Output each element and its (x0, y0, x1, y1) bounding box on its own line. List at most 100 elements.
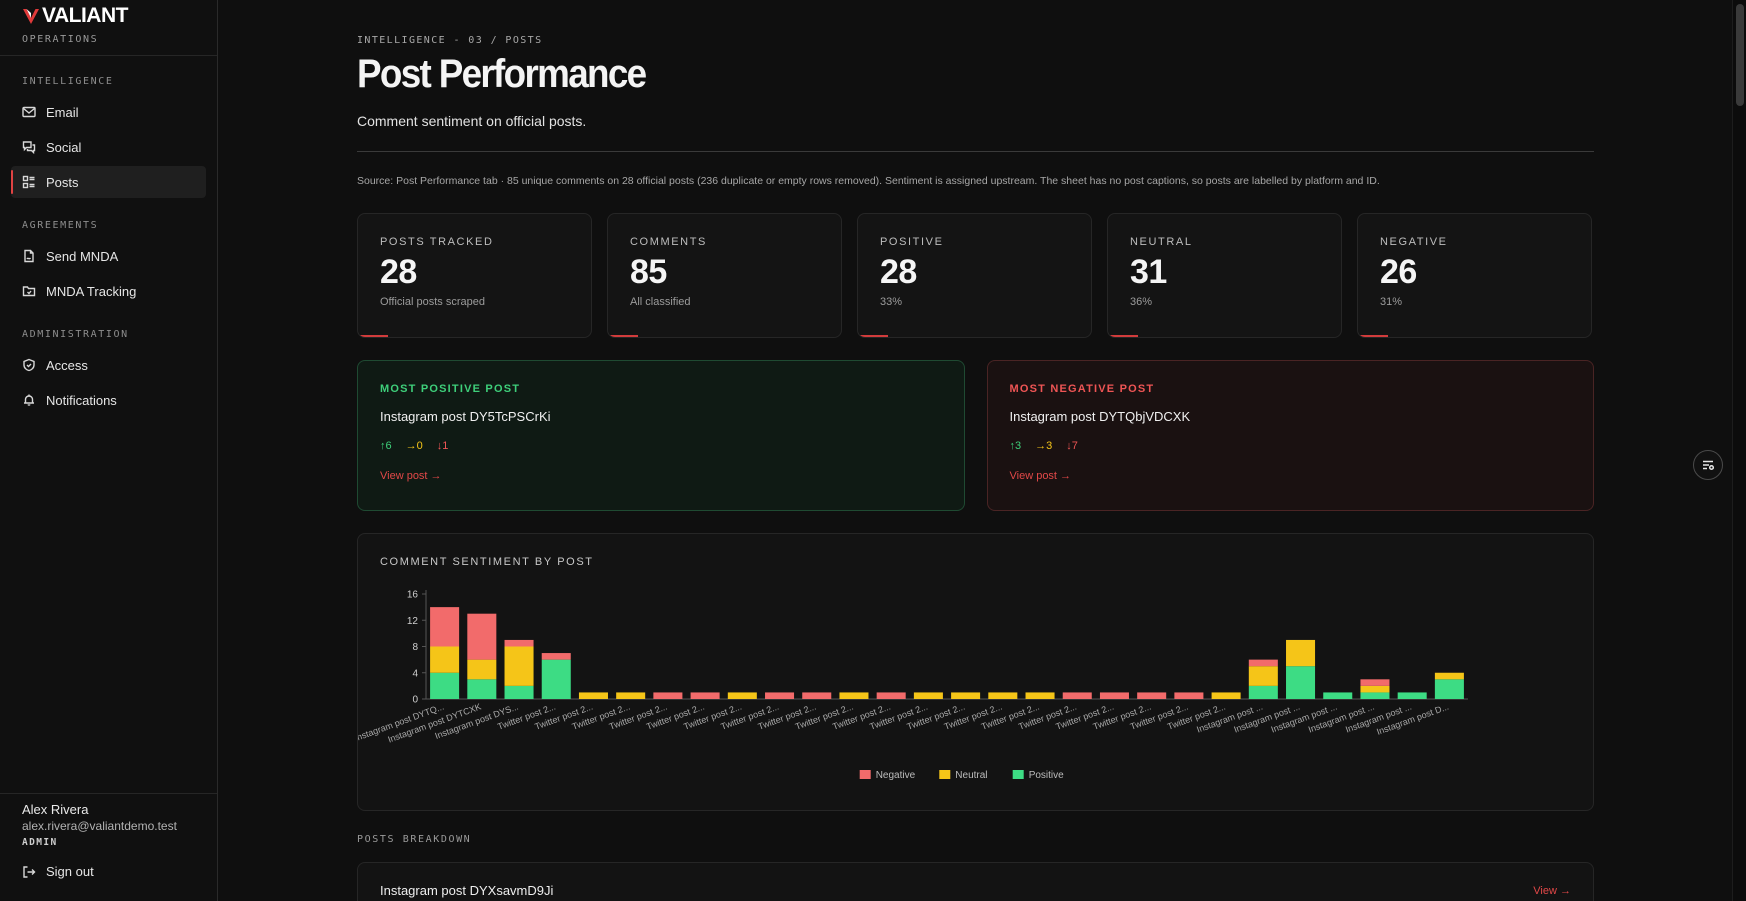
folder-icon (22, 286, 36, 297)
sidebar-item-notifications[interactable]: Notifications (11, 384, 206, 416)
bar-segment-positive (1286, 666, 1316, 699)
bar-segment-neutral (988, 692, 1018, 699)
bar-segment-negative (802, 692, 832, 699)
y-tick-label: 0 (412, 695, 418, 706)
bar-segment-negative (1137, 692, 1167, 699)
positive-count: ↑6 (380, 440, 392, 452)
stat-label: NEGATIVE (1380, 236, 1448, 248)
y-tick-label: 16 (407, 590, 419, 601)
stat-note: All classified (630, 296, 691, 308)
bar-segment-positive (1360, 692, 1390, 699)
list-icon (22, 175, 35, 189)
chart-title: COMMENT SENTIMENT BY POST (380, 556, 594, 568)
filter-list-icon (1703, 460, 1715, 471)
bar-segment-positive (430, 672, 460, 699)
chat-icon (22, 141, 36, 154)
bar-segment-positive (1434, 679, 1464, 699)
stat-card-comments: COMMENTS 85 All classified (607, 213, 842, 338)
nav-section-intelligence: INTELLIGENCE Email Social Posts (0, 75, 217, 201)
neutral-count: →3 (1035, 440, 1053, 452)
legend-swatch-neutral (939, 770, 951, 779)
bar-segment-negative (690, 692, 720, 699)
stat-value: 26 (1380, 253, 1417, 291)
user-role-badge: ADMIN (22, 837, 58, 848)
legend-label: Negative (876, 770, 916, 781)
highlight-post-title: Instagram post DYTQbjVDCXK (1009, 409, 1191, 424)
sidebar-item-social[interactable]: Social (11, 131, 206, 163)
sidebar-item-label: Email (46, 104, 79, 120)
filter-toggle-button[interactable] (1693, 450, 1723, 480)
page-subtitle: Comment sentiment on official posts. (357, 113, 587, 129)
bar-segment-negative (876, 692, 906, 699)
bar-segment-negative (430, 607, 460, 647)
bar-segment-positive (1323, 692, 1353, 699)
view-post-link[interactable]: View post → (1009, 470, 1072, 482)
legend-swatch-positive (1012, 770, 1024, 779)
bar-segment-neutral (913, 692, 943, 699)
bar-segment-negative (765, 692, 795, 699)
sidebar-item-label: Send MNDA (46, 248, 119, 264)
brand: VALIANT OPERATIONS (0, 0, 217, 56)
main-content: INTELLIGENCE - 03 / POSTS Post Performan… (218, 0, 1746, 901)
negative-count: ↓7 (1066, 440, 1078, 452)
stat-note: 33% (880, 296, 903, 308)
sidebar-item-send-mnda[interactable]: Send MNDA (11, 240, 206, 272)
sidebar-item-label: Access (46, 357, 88, 373)
sign-out-icon (23, 865, 36, 878)
stat-cards: POSTS TRACKED 28 Official posts scraped … (357, 213, 1594, 338)
bar-segment-neutral (1286, 639, 1316, 667)
neutral-count: →0 (405, 440, 423, 452)
negative-count: ↓1 (436, 440, 449, 452)
sidebar-item-email[interactable]: Email (11, 96, 206, 128)
divider (357, 151, 1594, 152)
highlight-post-title: Instagram post DY5TcPSCrKi (380, 409, 551, 424)
sentiment-counts: ↑3 →3 ↓7 (1010, 440, 1572, 452)
bar-segment-positive (504, 685, 534, 699)
nav-heading: ADMINISTRATION (22, 329, 129, 340)
post-title: Instagram post DYXsavmD9Ji (380, 883, 554, 898)
stat-note: 36% (1130, 296, 1153, 308)
stat-card-negative: NEGATIVE 26 31% (1357, 213, 1592, 338)
sign-out-button[interactable]: Sign out (22, 864, 195, 879)
bar-segment-negative (467, 613, 497, 660)
bar-segment-neutral (616, 692, 646, 699)
highlight-cards: MOST POSITIVE POST Instagram post DY5TcP… (357, 360, 1594, 511)
most-negative-post-card: MOST NEGATIVE POST Instagram post DYTQbj… (986, 360, 1594, 511)
sidebar-item-access[interactable]: Access (11, 349, 206, 381)
sidebar-item-label: Notifications (46, 392, 117, 408)
scrollbar[interactable] (1732, 0, 1746, 901)
highlight-label: MOST NEGATIVE POST (1009, 383, 1155, 395)
sidebar-item-mnda-tracking[interactable]: MNDA Tracking (11, 275, 206, 307)
stat-value: 28 (880, 253, 917, 291)
brand-subtitle: OPERATIONS (22, 34, 99, 45)
sign-out-label: Sign out (46, 864, 94, 879)
document-sign-icon (24, 249, 34, 263)
stat-value: 31 (1130, 253, 1167, 291)
bar-segment-negative (541, 653, 571, 660)
bar-segment-neutral (578, 692, 608, 699)
user-name: Alex Rivera (22, 802, 89, 817)
stat-card-positive: POSITIVE 28 33% (857, 213, 1092, 338)
scrollbar-thumb[interactable] (1736, 4, 1744, 106)
y-tick-label: 12 (407, 616, 419, 627)
legend-label: Neutral (955, 770, 987, 781)
brand-name: VALIANT (42, 4, 128, 27)
sidebar-item-label: Posts (46, 174, 79, 190)
sidebar-item-posts[interactable]: Posts (11, 166, 206, 198)
nav-section-agreements: AGREEMENTS Send MNDA MNDA Tracking (0, 219, 217, 310)
view-post-link[interactable]: View post → (380, 470, 442, 482)
logo[interactable]: VALIANT (22, 4, 195, 28)
view-post-link[interactable]: View → (1533, 885, 1571, 897)
page-title: Post Performance (357, 52, 647, 96)
nav-heading: INTELLIGENCE (22, 76, 114, 87)
bar-segment-neutral (839, 692, 869, 699)
source-note: Source: Post Performance tab · 85 unique… (357, 175, 1380, 187)
post-breakdown-card[interactable]: Instagram post DYXsavmD9Ji View → (357, 862, 1594, 901)
positive-count: ↑3 (1009, 440, 1022, 452)
bar-segment-neutral (951, 692, 981, 699)
user-email: alex.rivera@valiantdemo.test (22, 819, 177, 833)
sentiment-counts: ↑6 →0 ↓1 (380, 440, 942, 452)
bar-segment-neutral (1248, 666, 1278, 686)
sidebar-item-label: Social (46, 139, 82, 155)
